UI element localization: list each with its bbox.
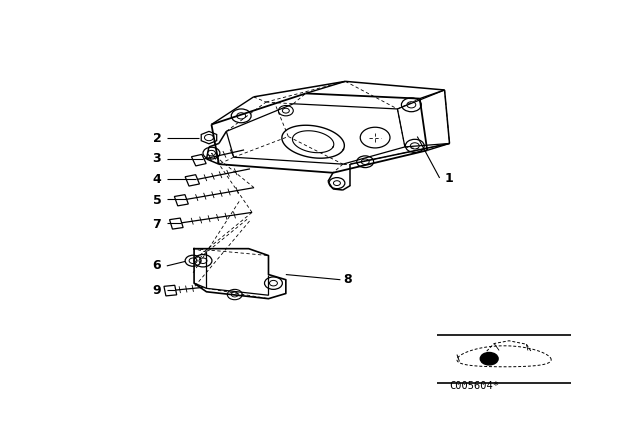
Text: 6: 6 [152, 259, 161, 272]
Text: 1: 1 [445, 172, 453, 185]
Text: 9: 9 [152, 284, 161, 297]
Circle shape [480, 353, 498, 365]
Text: 7: 7 [152, 218, 161, 231]
Text: 8: 8 [344, 273, 352, 286]
Text: C005604*: C005604* [449, 381, 499, 391]
Text: 4: 4 [152, 173, 161, 186]
Text: 5: 5 [152, 194, 161, 207]
Text: 2: 2 [152, 132, 161, 145]
Text: 3: 3 [152, 152, 161, 165]
